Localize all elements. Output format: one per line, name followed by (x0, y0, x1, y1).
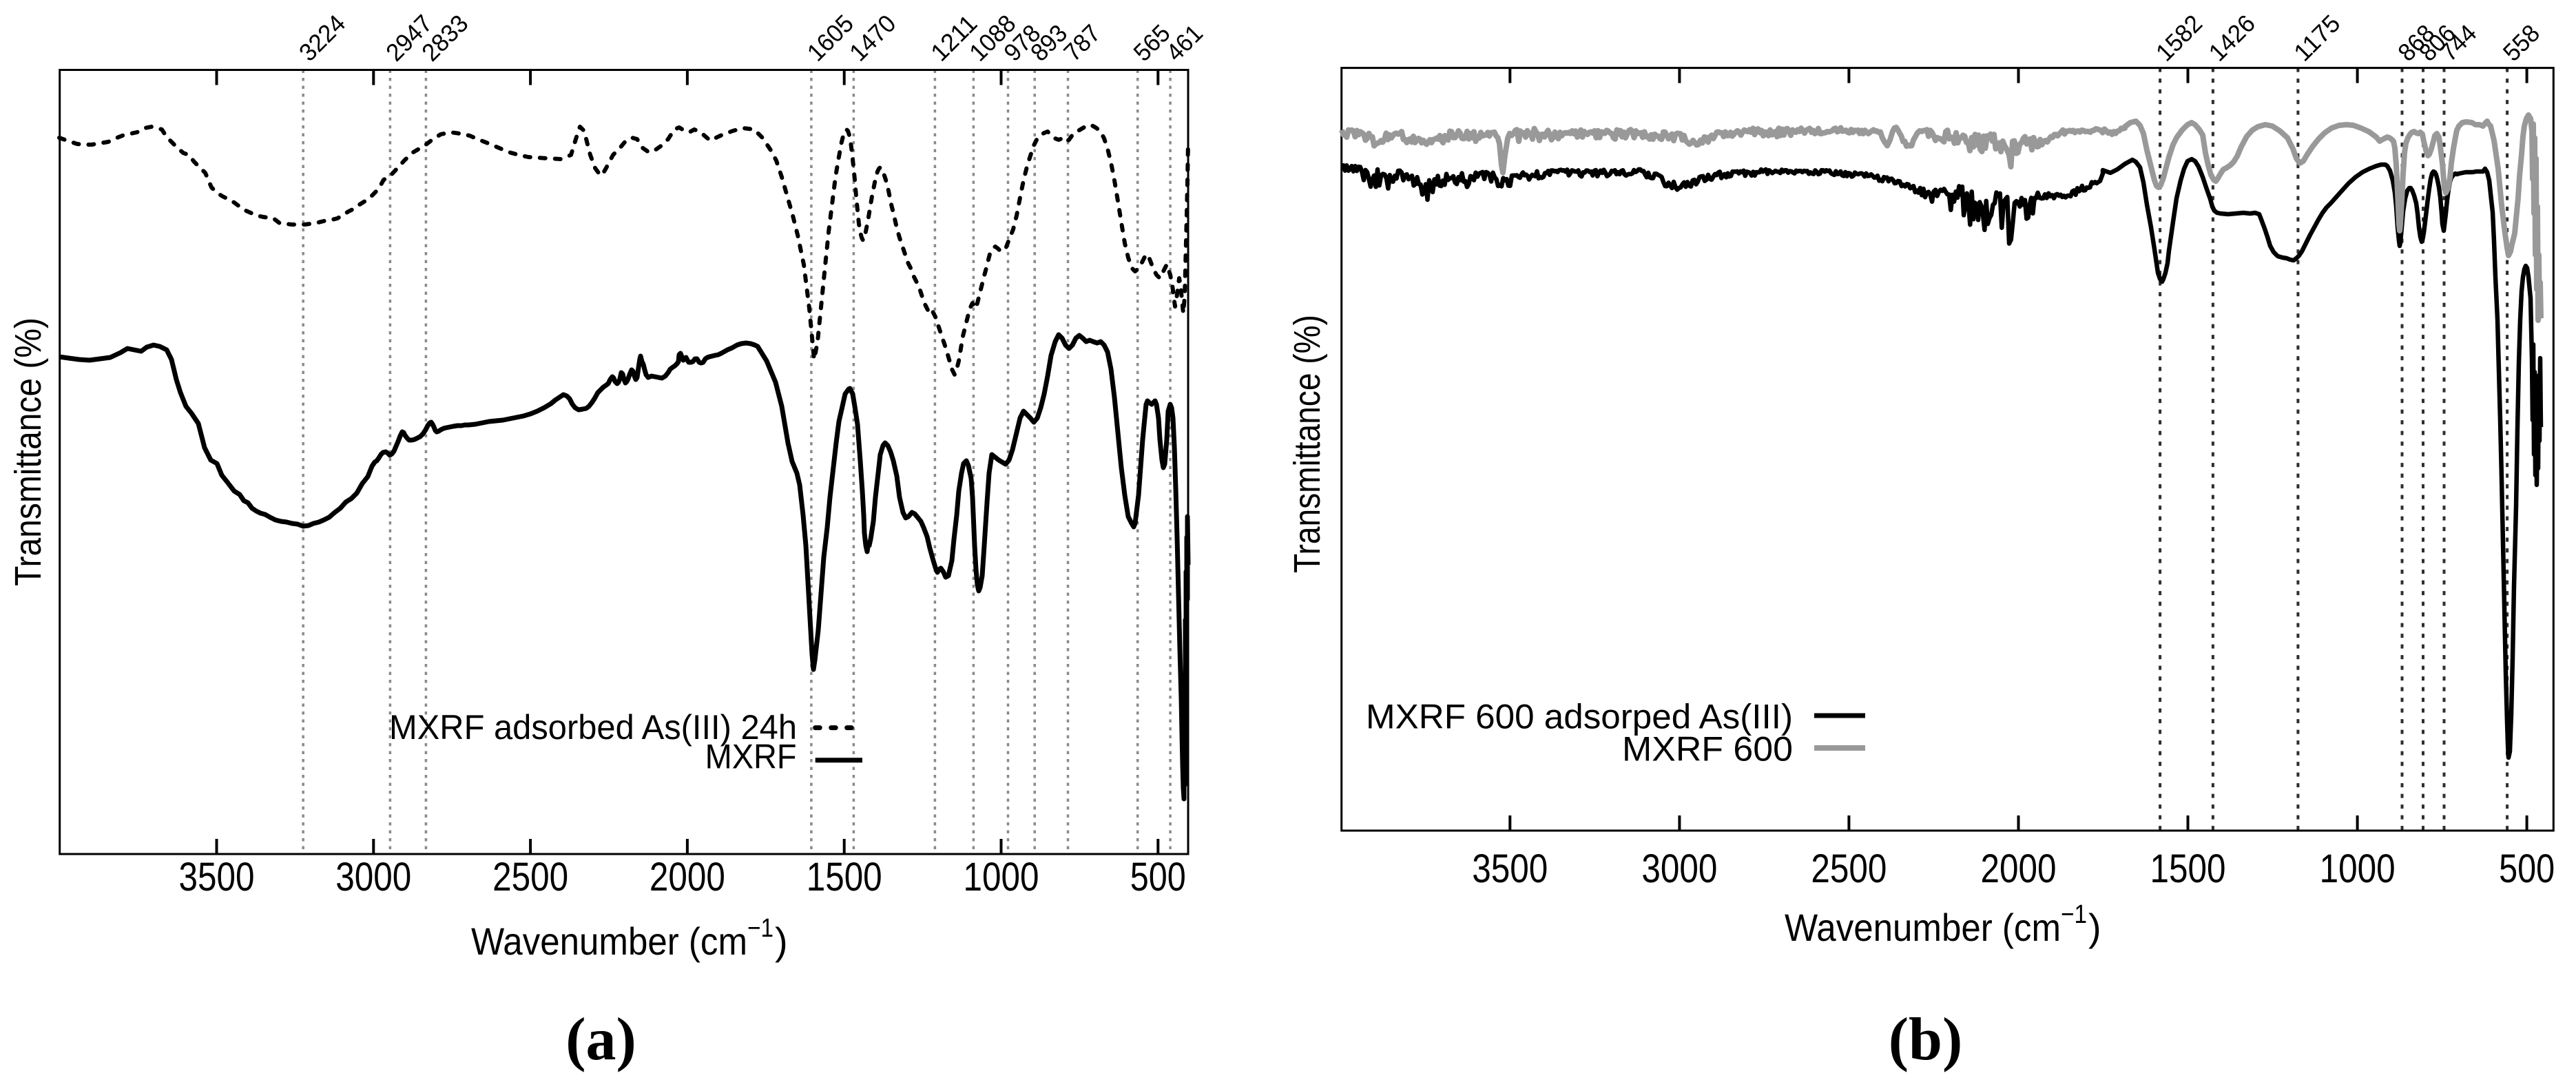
svg-text:2500: 2500 (492, 855, 568, 899)
svg-text:1500: 1500 (807, 855, 882, 899)
svg-text:): ) (2088, 906, 2101, 949)
svg-text:2000: 2000 (650, 855, 725, 899)
svg-text:(a): (a) (565, 1006, 636, 1073)
svg-text:Wavenumber (cm: Wavenumber (cm (1785, 906, 2061, 949)
svg-text:2000: 2000 (1981, 846, 2057, 891)
svg-text:MXRF 600: MXRF 600 (1622, 729, 1793, 768)
svg-text:Transmittance (%): Transmittance (%) (1287, 315, 1328, 573)
svg-text:Wavenumber (cm: Wavenumber (cm (471, 919, 747, 963)
svg-text:MXRF 600 adsorped As(III): MXRF 600 adsorped As(III) (1366, 698, 1793, 736)
svg-text:500: 500 (1130, 855, 1186, 899)
svg-text:−1: −1 (747, 914, 773, 943)
svg-text:3000: 3000 (335, 855, 411, 899)
svg-text:MXRF adsorbed As(III) 24h: MXRF adsorbed As(III) 24h (389, 708, 797, 747)
svg-text:3500: 3500 (179, 855, 255, 899)
svg-text:3500: 3500 (1472, 846, 1548, 891)
svg-text:MXRF: MXRF (705, 737, 797, 776)
svg-text:500: 500 (2499, 846, 2555, 891)
svg-text:2500: 2500 (1811, 846, 1887, 891)
svg-text:1500: 1500 (2150, 846, 2226, 891)
svg-text:Transmittance (%): Transmittance (%) (8, 318, 49, 586)
svg-text:1000: 1000 (964, 855, 1039, 899)
svg-text:(b): (b) (1889, 1006, 1963, 1073)
svg-text:): ) (775, 919, 788, 963)
svg-text:−1: −1 (2061, 900, 2087, 929)
svg-text:1000: 1000 (2320, 846, 2396, 891)
svg-text:3000: 3000 (1641, 846, 1717, 891)
